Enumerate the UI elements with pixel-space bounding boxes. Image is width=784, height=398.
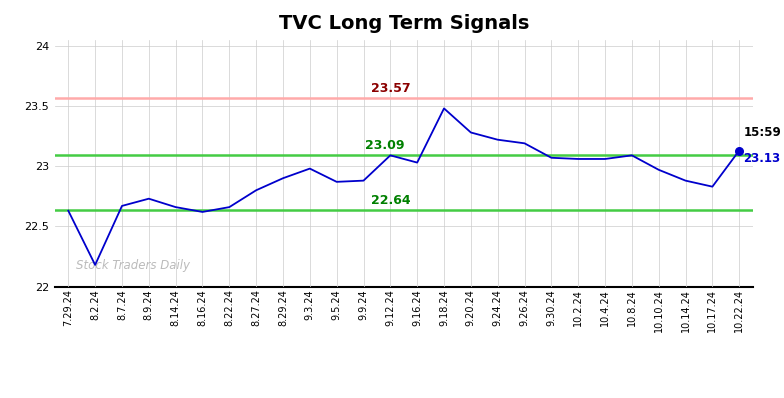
Text: 23.13: 23.13	[743, 152, 780, 165]
Text: 23.57: 23.57	[371, 82, 410, 95]
Text: 22.64: 22.64	[371, 193, 410, 207]
Text: 23.09: 23.09	[365, 139, 405, 152]
Text: 15:59: 15:59	[743, 125, 781, 139]
Title: TVC Long Term Signals: TVC Long Term Signals	[278, 14, 529, 33]
Text: Stock Traders Daily: Stock Traders Daily	[76, 259, 190, 272]
